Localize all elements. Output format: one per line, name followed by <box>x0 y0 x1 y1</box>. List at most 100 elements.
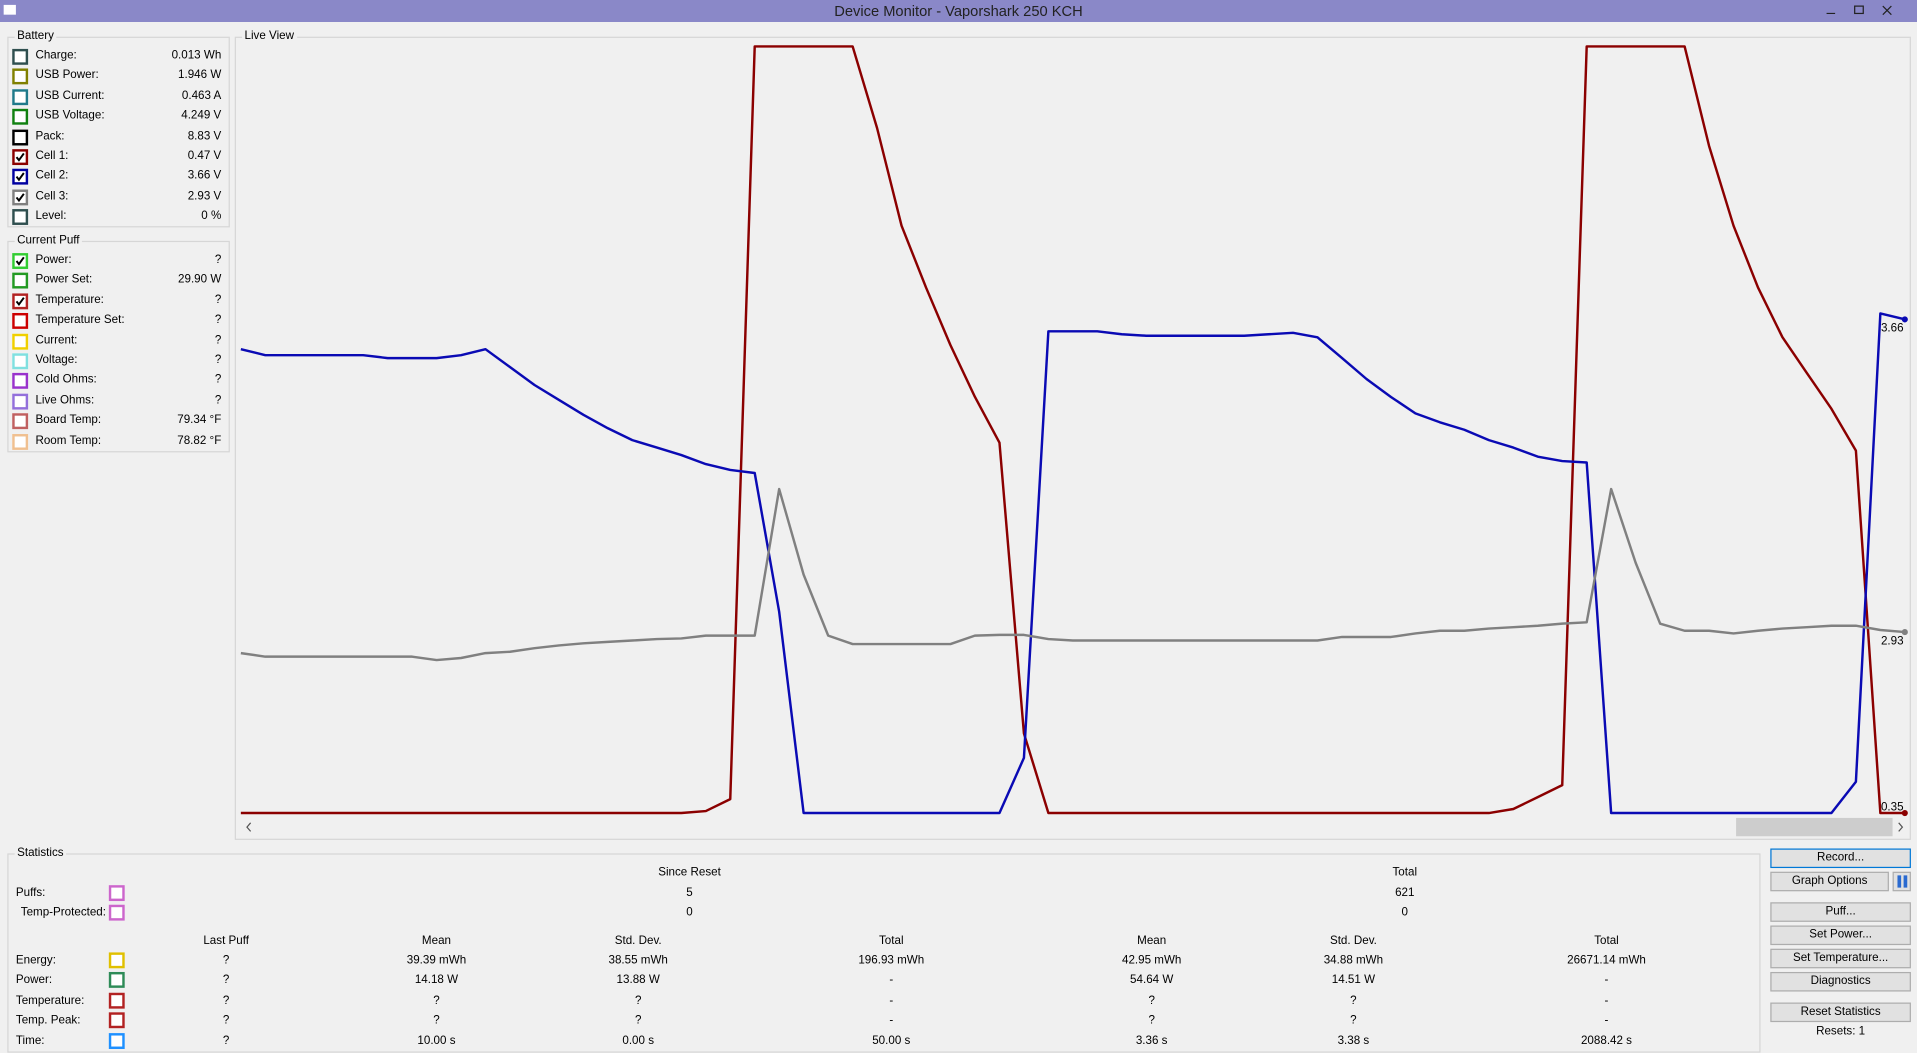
stat-cell: 2088.42 s <box>1580 1033 1632 1048</box>
column-header: Mean <box>1137 934 1167 948</box>
end-point <box>1901 629 1908 636</box>
diagnostics-button[interactable]: Diagnostics <box>1770 971 1911 992</box>
count-value: 5 <box>686 886 693 900</box>
check-mark <box>15 152 25 162</box>
graph-options-button[interactable]: Graph Options <box>1770 871 1889 892</box>
checkbox[interactable] <box>12 273 29 290</box>
end-point <box>1901 809 1908 817</box>
checkbox[interactable] <box>12 129 29 145</box>
checkbox[interactable] <box>12 89 29 105</box>
stat-cell: 10.00 s <box>417 1033 456 1048</box>
checkbox[interactable] <box>12 293 29 310</box>
row-label: Energy: <box>15 953 56 968</box>
checkbox[interactable] <box>12 313 29 330</box>
checkbox[interactable] <box>108 992 125 1009</box>
checkbox[interactable] <box>12 413 29 430</box>
field-value: ? <box>214 313 222 327</box>
stat-cell: ? <box>634 1013 642 1028</box>
check-mark <box>15 152 25 162</box>
scrollbar[interactable] <box>240 816 1907 838</box>
stat-cell: - <box>889 993 894 1008</box>
scroll-right[interactable] <box>1898 822 1904 832</box>
set-temperature-button[interactable]: Set Temperature... <box>1770 948 1911 969</box>
field-value: 0.463 A <box>181 89 222 103</box>
field-value: ? <box>214 333 222 347</box>
field-label: Temperature: <box>35 293 104 307</box>
field-value: 0.47 V <box>187 149 222 163</box>
series-line <box>240 487 1905 662</box>
stat-cell: ? <box>222 973 230 988</box>
field-label: Cell 1: <box>35 149 69 163</box>
column-header: Last Puff <box>203 934 249 948</box>
checkbox[interactable] <box>12 109 29 125</box>
checkbox[interactable] <box>108 972 125 989</box>
restore-button[interactable] <box>1854 5 1864 15</box>
stat-cell: 14.51 W <box>1331 973 1376 988</box>
checkbox[interactable] <box>12 333 29 350</box>
stat-cell: ? <box>1350 1013 1357 1028</box>
field-label: USB Current: <box>35 89 105 103</box>
field-label: Live Ohms: <box>35 393 95 407</box>
field-label: Pack: <box>35 129 65 143</box>
group-header: Since Reset <box>658 865 721 880</box>
end-label: 2.93 <box>1881 634 1904 647</box>
stat-cell: ? <box>222 1013 230 1028</box>
checkbox[interactable] <box>12 209 29 226</box>
pause-bar <box>1897 875 1902 888</box>
field-label: USB Voltage: <box>35 109 105 123</box>
pause-button[interactable] <box>1892 871 1911 892</box>
check-mark <box>15 256 25 266</box>
checkbox[interactable] <box>12 253 29 269</box>
title-bar: Device Monitor - Vaporshark 250 KCH <box>0 0 1917 23</box>
stat-cell: 0.00 s <box>622 1033 655 1048</box>
scroll-left[interactable] <box>246 822 252 832</box>
field-value: ? <box>214 373 222 387</box>
field-value: ? <box>214 353 222 367</box>
field-value: 2.93 V <box>187 189 222 203</box>
checkbox[interactable] <box>12 433 29 450</box>
checkbox[interactable] <box>108 885 125 902</box>
checkbox[interactable] <box>12 373 29 390</box>
field-value: ? <box>214 293 222 307</box>
puff-button[interactable]: Puff... <box>1770 902 1911 922</box>
checkbox[interactable] <box>12 149 29 166</box>
checkbox[interactable] <box>108 952 125 969</box>
live-view-group: Live View <box>234 29 1911 840</box>
stat-cell: - <box>1604 1013 1609 1028</box>
stat-cell: - <box>1604 973 1609 988</box>
end-point <box>1901 316 1908 323</box>
check-mark <box>15 172 25 182</box>
checkbox[interactable] <box>108 904 125 921</box>
record-button[interactable]: Record... <box>1770 848 1911 869</box>
field-label: Level: <box>35 209 67 223</box>
field-value: 4.249 V <box>181 109 222 123</box>
checkbox[interactable] <box>12 68 29 85</box>
field-label: Room Temp: <box>35 433 102 447</box>
field-label: Power Set: <box>35 273 93 287</box>
checkbox[interactable] <box>12 169 29 186</box>
reset-statistics-button[interactable]: Reset Statistics <box>1770 1002 1911 1023</box>
stat-cell: ? <box>634 993 642 1008</box>
checkbox[interactable] <box>12 189 29 206</box>
field-value: 8.83 V <box>187 129 222 143</box>
group-title: Battery <box>14 29 57 43</box>
end-label: 3.66 <box>1881 322 1904 335</box>
row-label: Time: <box>15 1033 45 1048</box>
checkbox[interactable] <box>108 1032 125 1049</box>
stat-cell: - <box>889 973 894 988</box>
window-title: Device Monitor - Vaporshark 250 KCH <box>834 2 1083 20</box>
checkbox[interactable] <box>12 353 29 370</box>
checkbox[interactable] <box>12 48 29 65</box>
checkbox[interactable] <box>108 1012 125 1029</box>
checkbox[interactable] <box>12 393 29 410</box>
column-header: Std. Dev. <box>614 934 662 948</box>
column-header: Mean <box>421 934 451 948</box>
close-button[interactable] <box>1882 5 1892 16</box>
set-power-button[interactable]: Set Power... <box>1770 925 1911 946</box>
scroll-thumb[interactable] <box>1736 817 1893 837</box>
check-mark <box>15 296 25 306</box>
count-value: 621 <box>1395 886 1415 900</box>
field-value: 78.82 °F <box>177 433 222 447</box>
column-header: Std. Dev. <box>1329 934 1377 948</box>
